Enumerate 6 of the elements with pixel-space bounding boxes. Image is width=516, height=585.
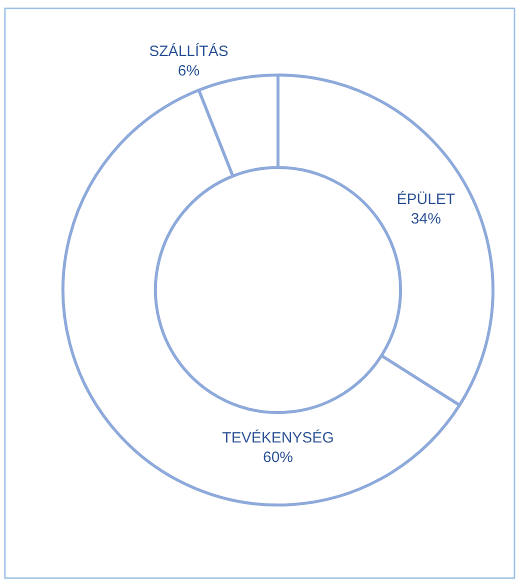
slice-label: TEVÉKENYSÉG: [222, 428, 334, 446]
slice-label: SZÁLLÍTÁS: [149, 42, 228, 60]
data-label: 60%: [262, 448, 294, 466]
data-label: 34%: [410, 210, 441, 228]
data-label: 6%: [178, 62, 200, 80]
slice-label: ÉPÜLET: [396, 190, 456, 208]
